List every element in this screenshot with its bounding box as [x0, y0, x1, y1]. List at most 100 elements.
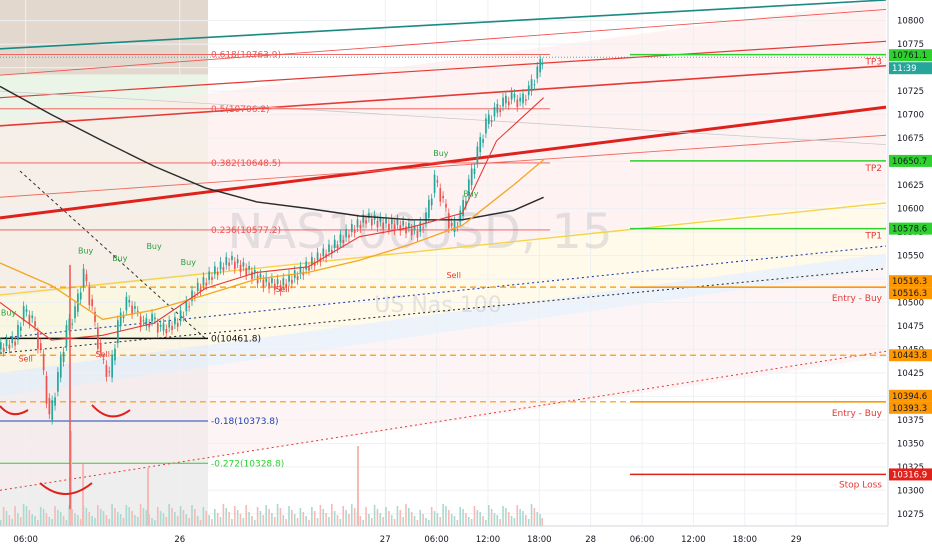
- price-tick-label: 10325: [897, 463, 924, 473]
- time-axis[interactable]: 06:00 26 27 06:00 12:00 18:00 28 06:00 12:00 18:0…: [0, 525, 932, 550]
- candle-body: [376, 220, 379, 228]
- candle-body: [251, 271, 253, 280]
- time-tick-label: 18:00: [527, 535, 552, 545]
- candle-body: [2, 347, 5, 352]
- volume-bar: [357, 446, 359, 526]
- candle-body: [490, 120, 493, 123]
- chart-background: [0, 0, 886, 526]
- volume-bar: [362, 520, 364, 526]
- candle-body: [228, 262, 230, 266]
- candle-body: [356, 219, 359, 228]
- volume-bar: [473, 506, 476, 526]
- candle-body: [522, 93, 524, 104]
- volume-bar: [339, 519, 342, 526]
- volume-bar: [97, 505, 99, 526]
- candle-body: [342, 239, 345, 243]
- volume-bar: [296, 518, 299, 526]
- volume-bar: [525, 515, 527, 526]
- volume-bar: [353, 508, 356, 526]
- candle-body: [253, 270, 256, 274]
- candle-body: [348, 234, 350, 238]
- volume-bar: [182, 510, 185, 526]
- entry-tag: Entry - Buy: [832, 294, 883, 304]
- volume-bar: [259, 511, 262, 526]
- volume-bar: [291, 510, 293, 526]
- volume-bar: [136, 517, 139, 526]
- candle-body: [31, 315, 34, 319]
- candle-body: [453, 221, 456, 233]
- volume-bar: [253, 520, 256, 526]
- candle-body: [276, 279, 279, 285]
- candle-body: [239, 264, 242, 273]
- candle-body: [82, 268, 85, 287]
- candle-body: [370, 218, 373, 226]
- volume-bar: [422, 514, 424, 526]
- candle-body: [179, 310, 182, 322]
- candle-body: [111, 354, 113, 378]
- volume-bar: [242, 518, 245, 526]
- price-tag: [889, 401, 932, 414]
- candle-body: [97, 327, 99, 349]
- time-tick-label: 12:00: [681, 535, 706, 545]
- volume-bar: [519, 509, 521, 526]
- volume-bar: [496, 515, 499, 526]
- candle-body: [507, 101, 510, 106]
- candle-body: [473, 168, 476, 175]
- candle-body: [299, 266, 302, 275]
- target-tag: TP3: [864, 58, 882, 68]
- channel-line: [0, 245, 887, 339]
- volume-bar: [373, 505, 376, 526]
- price-tag: [889, 468, 932, 481]
- candle-body: [165, 329, 168, 334]
- channel-line: [0, 105, 887, 220]
- candle-body: [196, 282, 199, 292]
- candle-body: [51, 400, 54, 420]
- candle-body: [333, 239, 336, 248]
- candle-body: [365, 220, 367, 224]
- candle-body: [482, 139, 484, 143]
- volume-bar: [122, 518, 125, 526]
- buy-signal: Buy: [112, 254, 128, 263]
- candle-body: [291, 279, 293, 284]
- volume-bar: [527, 519, 530, 526]
- volume-bar: [111, 504, 113, 526]
- volume-bar: [222, 504, 225, 526]
- candle-body: [14, 341, 16, 346]
- candle-body: [168, 320, 171, 328]
- candle-body: [462, 200, 464, 217]
- trend-channels[interactable]: [0, 0, 887, 491]
- volume-bar: [462, 509, 464, 526]
- price-tick-label: 10725: [897, 87, 924, 97]
- horizontal-levels[interactable]: 0.618(10763.9) 0.5(10706.2) 0.382(10648.5)…: [0, 51, 886, 491]
- time-tick-label: 26: [174, 535, 185, 545]
- price-tag: [889, 49, 932, 62]
- volume-bar: [0, 520, 2, 526]
- candle-body: [428, 199, 430, 218]
- volume-bar: [513, 518, 516, 526]
- volume-bar: [465, 513, 467, 526]
- fib-level-label: 0.236(10577.2): [211, 226, 281, 236]
- volume-bar: [499, 519, 501, 526]
- candle-body: [516, 99, 519, 108]
- volume-bar: [405, 504, 407, 526]
- fib-level-label: 0.5(10706.2): [211, 105, 270, 115]
- candle-body: [336, 245, 339, 249]
- candle-body: [17, 324, 19, 341]
- volume-bar: [516, 505, 519, 526]
- candle-body: [148, 323, 151, 328]
- candle-body: [236, 259, 239, 264]
- channel-line: [0, 202, 887, 296]
- volume-bar: [202, 507, 205, 526]
- candle-body: [422, 227, 425, 229]
- candle-body: [74, 306, 76, 319]
- volume-bar: [493, 513, 496, 526]
- candle-body: [496, 103, 499, 113]
- candle-body: [159, 324, 162, 327]
- candle-body: [145, 318, 148, 326]
- price-axis[interactable]: 1027510300103251035010375104001042510450…: [887, 0, 932, 550]
- candle-body: [439, 188, 442, 202]
- volume-bar: [79, 519, 82, 526]
- candle-body: [541, 62, 544, 65]
- volume-bar: [396, 506, 399, 526]
